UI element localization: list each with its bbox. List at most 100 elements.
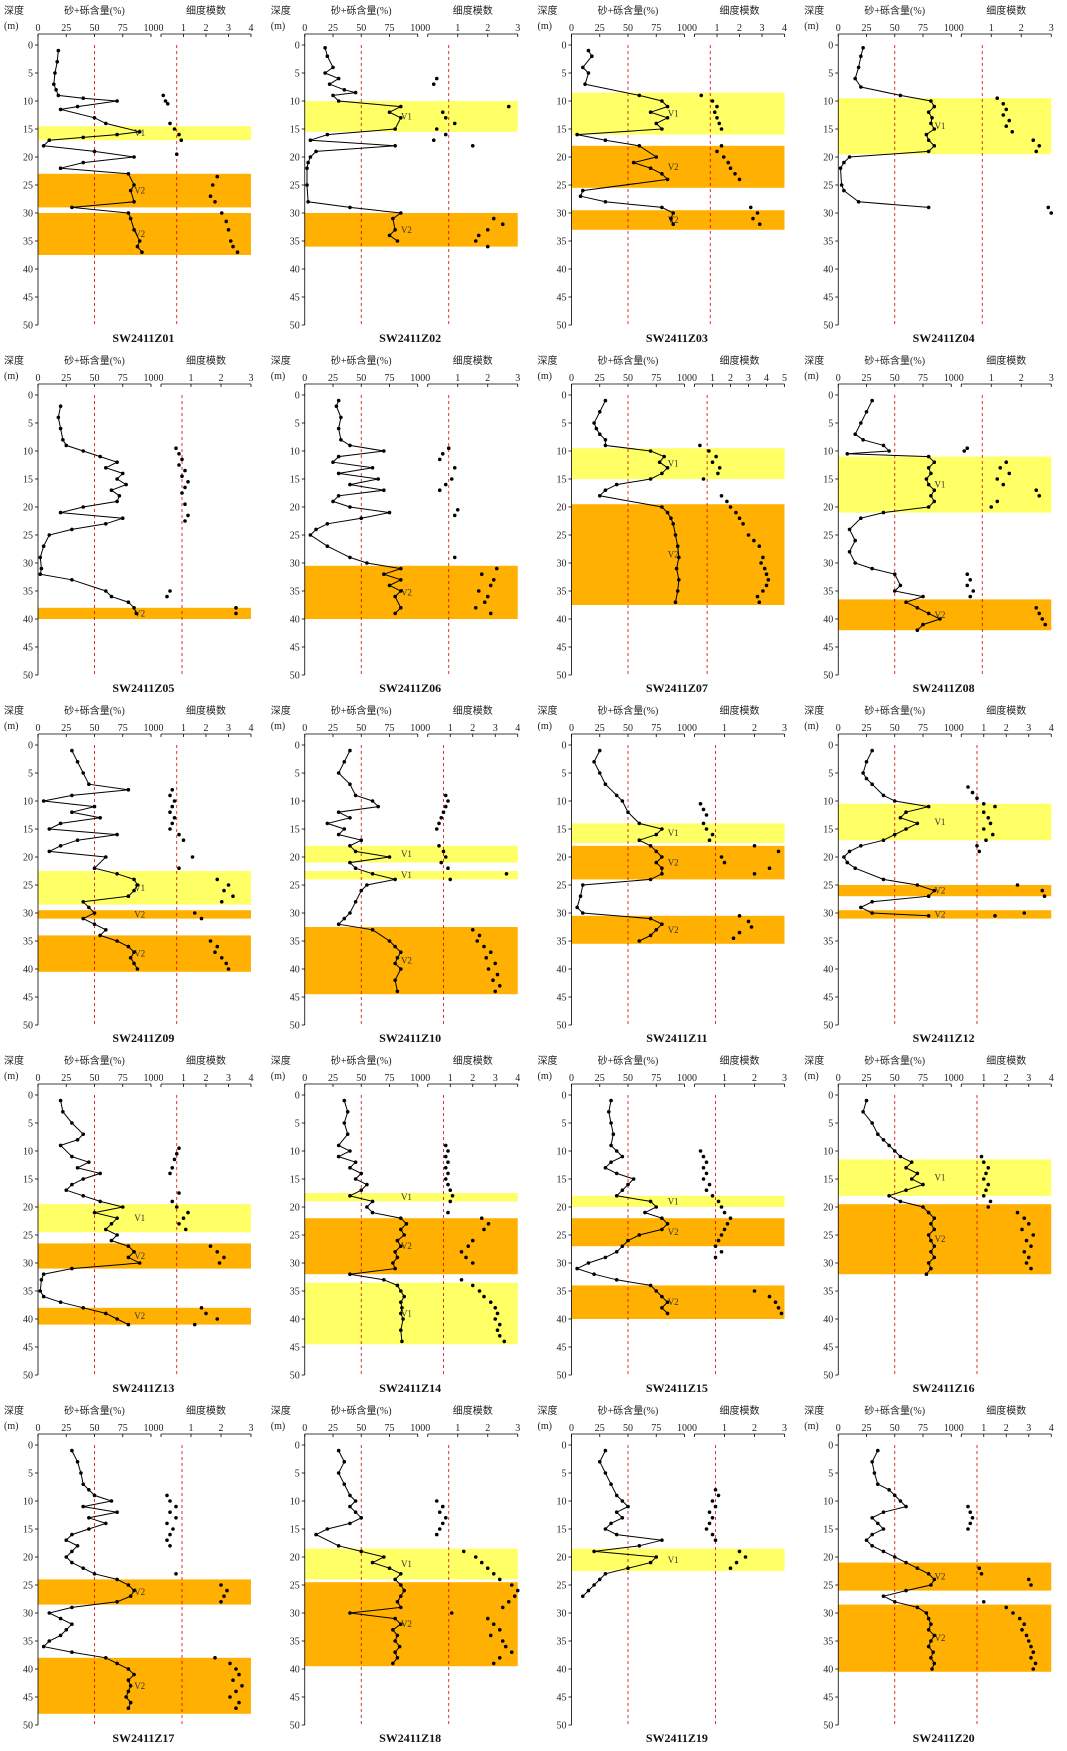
panel-sw2411z05-sand-point xyxy=(58,510,63,515)
panel-sw2411z03-fineness-point xyxy=(710,99,715,103)
panel-sw2411z14-depth-tick-label: 45 xyxy=(290,1343,300,1354)
panel-sw2411z18-band-1 xyxy=(304,1582,518,1667)
panel-sw2411z09-sand-point xyxy=(126,894,131,898)
panel-sw2411z05-sand-point xyxy=(132,606,136,610)
panel-sw2411z01-sand-point xyxy=(92,149,97,154)
panel-sw2411z06-sand-point xyxy=(334,404,339,409)
panel-sw2411z06-sand-tick-label: 75 xyxy=(385,373,395,384)
panel-sw2411z13-sand-point xyxy=(64,1188,69,1192)
panel-sw2411z07-sand-point xyxy=(603,488,608,493)
panel-sw2411z19-sand-point xyxy=(597,1577,602,1582)
panel-sw2411z03-fineness-point xyxy=(751,216,755,221)
panel-sw2411z14-fineness-point xyxy=(464,1255,468,1260)
panel-sw2411z01-sand-point xyxy=(55,60,60,64)
panel-sw2411z09-sand-point xyxy=(98,816,102,820)
panel-sw2411z03-depth-tick-label: 30 xyxy=(557,209,567,220)
panel-sw2411z09-sand-point xyxy=(135,967,140,971)
panel-sw2411z11-fineness-point xyxy=(767,866,772,870)
panel-sw2411z12-fineness-point xyxy=(975,844,979,848)
panel-sw2411z14-band-2 xyxy=(304,1282,518,1345)
panel-sw2411z20-fineness-point xyxy=(981,1600,986,1604)
panel-sw2411z13-depth-tick-label: 5 xyxy=(28,1119,33,1130)
panel-sw2411z04-sand-tick-label: 75 xyxy=(918,23,928,34)
panel-sw2411z09-sand-point xyxy=(70,810,74,814)
panel-sw2411z08-fineness-point xyxy=(1043,622,1048,627)
panel-sw2411z09-title: SW2411Z09 xyxy=(112,1031,174,1045)
panel-sw2411z01-fineness-point xyxy=(172,127,177,131)
panel-sw2411z17-sand-point xyxy=(92,1493,97,1498)
panel-sw2411z04-sand-point xyxy=(924,132,929,137)
panel-sw2411z04-sand-point xyxy=(926,149,931,154)
panel-sw2411z20-band-label-0: V2 xyxy=(934,1572,945,1582)
panel-sw2411z18-fineness-point xyxy=(509,1583,514,1587)
panel-sw2411z12-sand-header: 砂+砾含量(%) xyxy=(864,704,925,717)
panel-sw2411z20-sand-point xyxy=(870,1544,874,1548)
panel-sw2411z19-fineness-point xyxy=(713,1538,718,1542)
panel-sw2411z04-sand-point xyxy=(898,93,903,98)
panel-sw2411z04-depth-tick-label: 10 xyxy=(823,97,833,108)
panel-sw2411z18-fineness-point xyxy=(506,1600,511,1604)
panel-sw2411z03-sand-point xyxy=(586,48,591,53)
panel-sw2411z19-depth-tick-label: 25 xyxy=(557,1581,567,1592)
panel-sw2411z03-sand-tick-label: 0 xyxy=(569,23,574,34)
panel-sw2411z17-sand-point xyxy=(115,1661,119,1666)
panel-sw2411z10-sand-point xyxy=(370,872,375,876)
panel-sw2411z20-sand-point xyxy=(926,1616,931,1621)
panel-sw2411z17-sand-point xyxy=(64,1628,69,1632)
panel-sw2411z06-depth-tick-label: 15 xyxy=(290,475,300,486)
panel-sw2411z08-fineness-point xyxy=(1040,617,1045,621)
panel-sw2411z12-fineness-point xyxy=(970,790,975,795)
panel-sw2411z13-sand-point xyxy=(126,1322,131,1327)
panel-sw2411z01-depth-tick-label: 20 xyxy=(23,153,33,164)
panel-sw2411z07-fineness-point xyxy=(725,499,729,504)
panel-sw2411z09-sand-point xyxy=(75,838,80,842)
panel-sw2411z11-band-0 xyxy=(571,823,785,843)
panel-sw2411z03-fineness-point xyxy=(715,149,719,154)
panel-sw2411z20-sand-point xyxy=(872,1471,877,1475)
panel-sw2411z20-sand-point xyxy=(929,1639,933,1643)
panel-sw2411z12-fineness-point xyxy=(981,802,986,806)
panel-sw2411z17-fineness-point xyxy=(174,1572,178,1576)
panel-sw2411z01-fineness-tick-label: 3 xyxy=(226,23,231,34)
panel-sw2411z16-sand-point xyxy=(932,1255,937,1260)
panel-sw2411z10-fineness-tick-label: 1 xyxy=(448,723,453,734)
panel-sw2411z01-fineness-tick-label: 2 xyxy=(204,23,209,34)
panel-sw2411z07-sand-point xyxy=(648,477,653,481)
panel-sw2411z01-fineness-point xyxy=(224,219,229,224)
panel-sw2411z14-fineness-point xyxy=(443,1166,448,1170)
panel-sw2411z09-fineness-point xyxy=(219,900,224,904)
panel-sw2411z03-sand-tick-label: 100 xyxy=(677,23,692,34)
panel-sw2411z02-sand-point xyxy=(305,166,309,170)
panel-sw2411z08-fineness-tick-label: 3 xyxy=(1049,373,1054,384)
panel-sw2411z14-sand-point xyxy=(353,1177,358,1181)
panel-sw2411z06-sand-point xyxy=(359,516,364,520)
panel-sw2411z18-fineness-point xyxy=(479,1560,484,1565)
panel-sw2411z19-fineness-tick-label: 2 xyxy=(752,1423,757,1434)
panel-sw2411z16-depth-tick-label: 50 xyxy=(823,1371,833,1382)
panel-sw2411z06-fineness-point xyxy=(479,572,484,576)
panel-sw2411z15-depth-tick-label: 45 xyxy=(557,1343,567,1354)
panel-sw2411z20-sand-point xyxy=(926,1628,931,1632)
panel-sw2411z06-sand-point xyxy=(336,426,341,431)
panel-sw2411z11-sand-point xyxy=(660,872,664,876)
panel-sw2411z14-fineness-point xyxy=(493,1306,498,1310)
panel-sw2411z07-fineness-point xyxy=(762,566,767,571)
panel-sw2411z02-depth-unit: (m) xyxy=(271,21,285,32)
panel-sw2411z16-sand-point xyxy=(929,1238,933,1243)
panel-sw2411z02-sand-tick-label: 50 xyxy=(356,23,366,34)
panel-sw2411z01-depth-tick-label: 5 xyxy=(28,69,33,80)
panel-sw2411z06-sand-point xyxy=(336,454,341,459)
panel-sw2411z11-fineness-tick-label: 2 xyxy=(752,723,757,734)
panel-sw2411z13-sand-point xyxy=(70,1266,74,1271)
panel-sw2411z19-depth-tick-label: 40 xyxy=(557,1665,567,1676)
panel-sw2411z01-fineness-point xyxy=(177,132,181,137)
panel-sw2411z05-fineness-point xyxy=(177,452,181,456)
panel-sw2411z03-sand-point xyxy=(660,99,664,103)
panel-sw2411z09-depth-tick-label: 15 xyxy=(23,825,33,836)
panel-sw2411z02-sand-point xyxy=(306,200,310,204)
panel-sw2411z09-sand-line xyxy=(43,750,138,970)
panel-sw2411z15-sand-point xyxy=(614,1278,619,1282)
panel-sw2411z08-sand-point xyxy=(921,622,925,627)
panel-sw2411z05-sand-point xyxy=(109,488,114,493)
panel-sw2411z08-sand-point xyxy=(847,527,852,532)
